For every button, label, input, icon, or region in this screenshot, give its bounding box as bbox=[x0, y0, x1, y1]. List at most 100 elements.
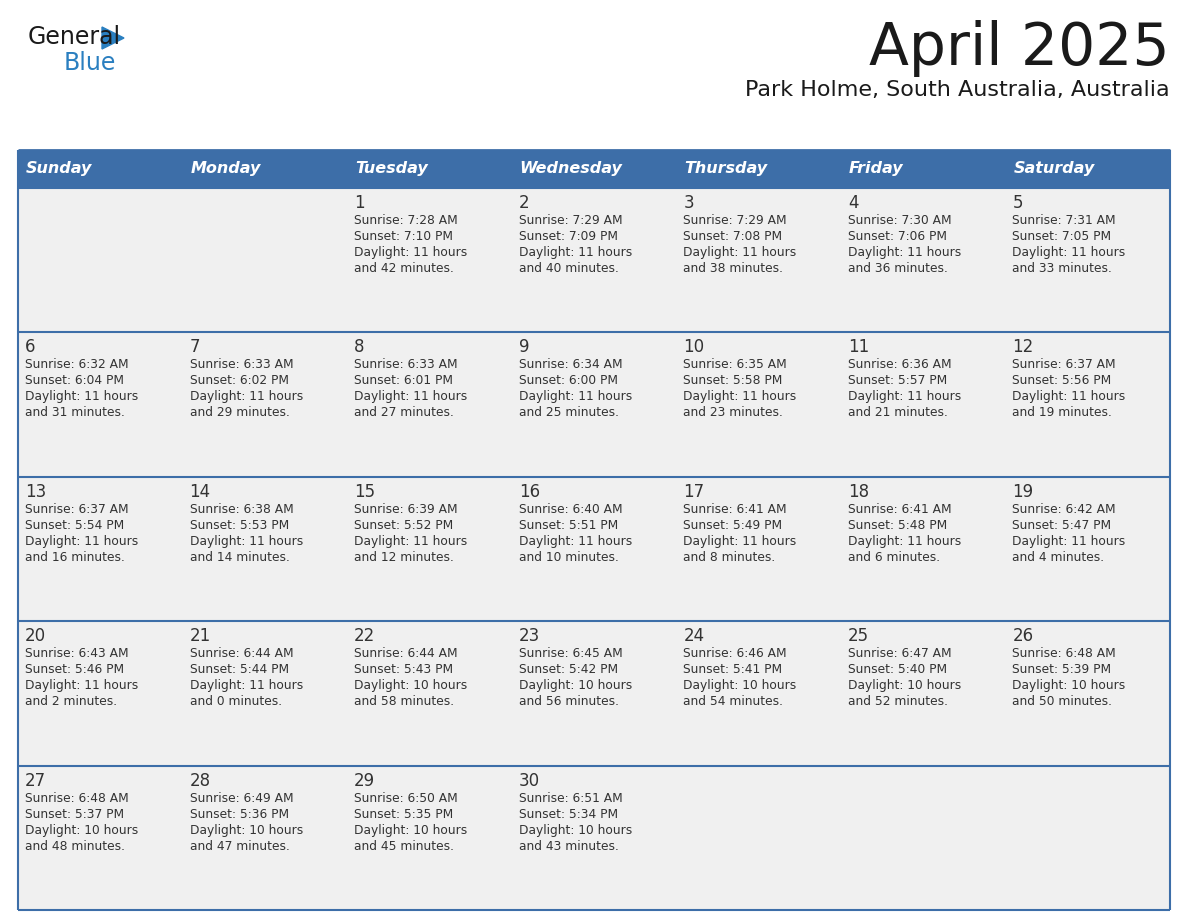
Text: April 2025: April 2025 bbox=[870, 20, 1170, 77]
Text: Daylight: 10 hours: Daylight: 10 hours bbox=[519, 823, 632, 836]
Text: 12: 12 bbox=[1012, 339, 1034, 356]
Text: 21: 21 bbox=[190, 627, 210, 645]
Text: and 54 minutes.: and 54 minutes. bbox=[683, 695, 783, 708]
Text: 22: 22 bbox=[354, 627, 375, 645]
Text: Thursday: Thursday bbox=[684, 162, 767, 176]
Text: Daylight: 10 hours: Daylight: 10 hours bbox=[25, 823, 138, 836]
Text: Daylight: 11 hours: Daylight: 11 hours bbox=[190, 535, 303, 548]
Text: Sunrise: 6:35 AM: Sunrise: 6:35 AM bbox=[683, 358, 786, 372]
Text: Sunrise: 7:30 AM: Sunrise: 7:30 AM bbox=[848, 214, 952, 227]
Text: Daylight: 11 hours: Daylight: 11 hours bbox=[25, 679, 138, 692]
Text: Sunset: 5:51 PM: Sunset: 5:51 PM bbox=[519, 519, 618, 532]
Text: Sunrise: 6:32 AM: Sunrise: 6:32 AM bbox=[25, 358, 128, 372]
Text: Daylight: 10 hours: Daylight: 10 hours bbox=[683, 679, 796, 692]
Text: Daylight: 11 hours: Daylight: 11 hours bbox=[25, 535, 138, 548]
Bar bbox=[18, 621, 1170, 766]
Text: Daylight: 10 hours: Daylight: 10 hours bbox=[519, 679, 632, 692]
Text: 9: 9 bbox=[519, 339, 529, 356]
Bar bbox=[18, 766, 1170, 910]
Text: 17: 17 bbox=[683, 483, 704, 501]
Text: Sunrise: 6:33 AM: Sunrise: 6:33 AM bbox=[190, 358, 293, 372]
Text: Sunrise: 6:43 AM: Sunrise: 6:43 AM bbox=[25, 647, 128, 660]
Text: and 29 minutes.: and 29 minutes. bbox=[190, 407, 290, 420]
Text: and 47 minutes.: and 47 minutes. bbox=[190, 840, 290, 853]
Bar bbox=[18, 332, 1170, 476]
Text: Sunset: 7:05 PM: Sunset: 7:05 PM bbox=[1012, 230, 1112, 243]
Text: 26: 26 bbox=[1012, 627, 1034, 645]
Text: and 50 minutes.: and 50 minutes. bbox=[1012, 695, 1112, 708]
Text: Daylight: 11 hours: Daylight: 11 hours bbox=[848, 390, 961, 403]
Text: 4: 4 bbox=[848, 194, 859, 212]
Text: 29: 29 bbox=[354, 772, 375, 789]
Bar bbox=[18, 476, 1170, 621]
Text: and 33 minutes.: and 33 minutes. bbox=[1012, 262, 1112, 275]
Text: Daylight: 11 hours: Daylight: 11 hours bbox=[1012, 390, 1126, 403]
Text: Sunset: 5:49 PM: Sunset: 5:49 PM bbox=[683, 519, 783, 532]
Text: Daylight: 11 hours: Daylight: 11 hours bbox=[848, 535, 961, 548]
Text: and 6 minutes.: and 6 minutes. bbox=[848, 551, 940, 564]
Text: Sunrise: 6:42 AM: Sunrise: 6:42 AM bbox=[1012, 503, 1116, 516]
Bar bbox=[676, 150, 841, 188]
Text: Daylight: 10 hours: Daylight: 10 hours bbox=[354, 823, 467, 836]
Text: Wednesday: Wednesday bbox=[519, 162, 623, 176]
Text: Sunset: 5:52 PM: Sunset: 5:52 PM bbox=[354, 519, 454, 532]
Text: Sunrise: 6:44 AM: Sunrise: 6:44 AM bbox=[190, 647, 293, 660]
Text: Sunrise: 6:46 AM: Sunrise: 6:46 AM bbox=[683, 647, 786, 660]
Text: Sunset: 5:34 PM: Sunset: 5:34 PM bbox=[519, 808, 618, 821]
Text: 24: 24 bbox=[683, 627, 704, 645]
Text: 30: 30 bbox=[519, 772, 539, 789]
Text: 8: 8 bbox=[354, 339, 365, 356]
Text: and 25 minutes.: and 25 minutes. bbox=[519, 407, 619, 420]
Text: Sunrise: 7:31 AM: Sunrise: 7:31 AM bbox=[1012, 214, 1116, 227]
Text: Sunrise: 6:38 AM: Sunrise: 6:38 AM bbox=[190, 503, 293, 516]
Text: Sunset: 5:46 PM: Sunset: 5:46 PM bbox=[25, 663, 124, 677]
Text: Sunset: 5:37 PM: Sunset: 5:37 PM bbox=[25, 808, 124, 821]
Text: Sunset: 5:41 PM: Sunset: 5:41 PM bbox=[683, 663, 783, 677]
Text: Sunset: 7:09 PM: Sunset: 7:09 PM bbox=[519, 230, 618, 243]
Text: and 56 minutes.: and 56 minutes. bbox=[519, 695, 619, 708]
Text: Sunrise: 6:45 AM: Sunrise: 6:45 AM bbox=[519, 647, 623, 660]
Text: Sunset: 5:54 PM: Sunset: 5:54 PM bbox=[25, 519, 125, 532]
Text: Sunday: Sunday bbox=[26, 162, 93, 176]
Text: Park Holme, South Australia, Australia: Park Holme, South Australia, Australia bbox=[745, 80, 1170, 100]
Text: Blue: Blue bbox=[64, 51, 116, 75]
Text: 20: 20 bbox=[25, 627, 46, 645]
Text: and 19 minutes.: and 19 minutes. bbox=[1012, 407, 1112, 420]
Text: Sunrise: 6:44 AM: Sunrise: 6:44 AM bbox=[354, 647, 457, 660]
Text: Sunrise: 6:37 AM: Sunrise: 6:37 AM bbox=[25, 503, 128, 516]
Text: Daylight: 10 hours: Daylight: 10 hours bbox=[354, 679, 467, 692]
Text: and 52 minutes.: and 52 minutes. bbox=[848, 695, 948, 708]
Text: and 58 minutes.: and 58 minutes. bbox=[354, 695, 454, 708]
Text: and 40 minutes.: and 40 minutes. bbox=[519, 262, 619, 275]
Bar bbox=[183, 150, 347, 188]
Text: and 36 minutes.: and 36 minutes. bbox=[848, 262, 948, 275]
Text: Sunset: 7:06 PM: Sunset: 7:06 PM bbox=[848, 230, 947, 243]
Text: 18: 18 bbox=[848, 483, 868, 501]
Text: Friday: Friday bbox=[849, 162, 904, 176]
Bar bbox=[841, 150, 1005, 188]
Text: Sunrise: 7:29 AM: Sunrise: 7:29 AM bbox=[519, 214, 623, 227]
Text: 28: 28 bbox=[190, 772, 210, 789]
Text: Sunset: 5:44 PM: Sunset: 5:44 PM bbox=[190, 663, 289, 677]
Text: Daylight: 10 hours: Daylight: 10 hours bbox=[190, 823, 303, 836]
Text: Sunrise: 7:29 AM: Sunrise: 7:29 AM bbox=[683, 214, 786, 227]
Text: and 42 minutes.: and 42 minutes. bbox=[354, 262, 454, 275]
Text: Saturday: Saturday bbox=[1013, 162, 1094, 176]
Text: and 2 minutes.: and 2 minutes. bbox=[25, 695, 118, 708]
Text: 7: 7 bbox=[190, 339, 200, 356]
Text: and 43 minutes.: and 43 minutes. bbox=[519, 840, 619, 853]
Text: and 38 minutes.: and 38 minutes. bbox=[683, 262, 783, 275]
Text: 25: 25 bbox=[848, 627, 868, 645]
Text: 27: 27 bbox=[25, 772, 46, 789]
Text: Sunset: 5:43 PM: Sunset: 5:43 PM bbox=[354, 663, 454, 677]
Text: Sunrise: 6:47 AM: Sunrise: 6:47 AM bbox=[848, 647, 952, 660]
Text: Daylight: 11 hours: Daylight: 11 hours bbox=[519, 535, 632, 548]
Text: and 0 minutes.: and 0 minutes. bbox=[190, 695, 282, 708]
Text: Sunrise: 6:51 AM: Sunrise: 6:51 AM bbox=[519, 791, 623, 804]
Text: 14: 14 bbox=[190, 483, 210, 501]
Text: Daylight: 11 hours: Daylight: 11 hours bbox=[190, 679, 303, 692]
Text: and 14 minutes.: and 14 minutes. bbox=[190, 551, 290, 564]
Text: and 45 minutes.: and 45 minutes. bbox=[354, 840, 454, 853]
Text: and 31 minutes.: and 31 minutes. bbox=[25, 407, 125, 420]
Text: Sunrise: 6:37 AM: Sunrise: 6:37 AM bbox=[1012, 358, 1116, 372]
